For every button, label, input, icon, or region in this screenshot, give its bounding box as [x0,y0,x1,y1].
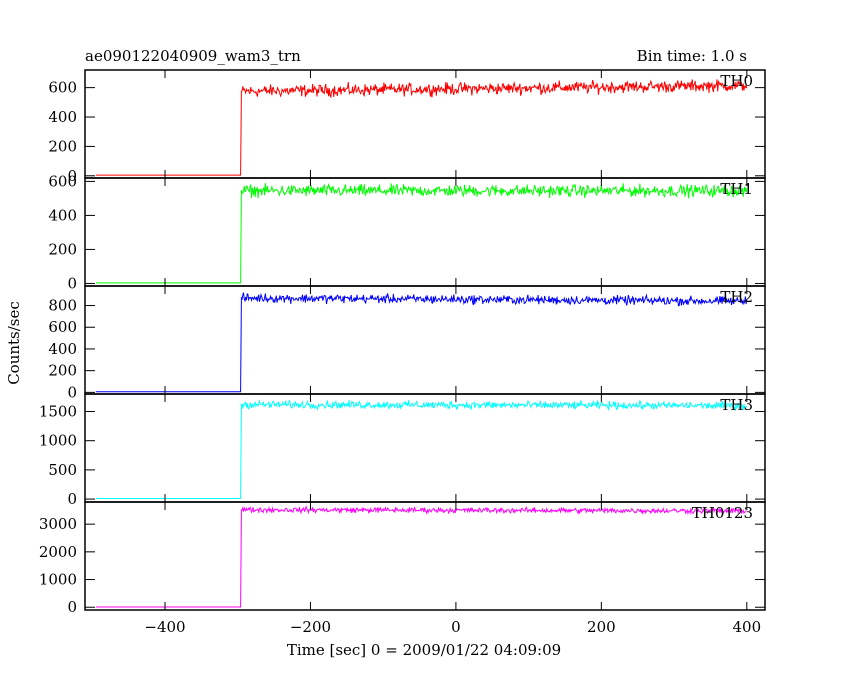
y-tick-label: 1000 [39,571,77,589]
series-th0 [95,79,748,176]
y-tick-label: 0 [67,490,77,508]
y-tick-label: 400 [48,340,77,358]
y-tick-label: 400 [48,108,77,126]
panel-frame [84,393,766,503]
y-tick-label: 3000 [39,515,77,533]
y-axis-label: Counts/sec [5,301,23,385]
x-axis-label: Time [sec] 0 = 2009/01/22 04:09:09 [287,641,561,659]
series-th3 [95,399,748,499]
y-tick-label: 1000 [39,432,77,450]
x-tick-label: 200 [587,618,616,636]
panel-th2: 0 200 400 600 800 TH2 [48,285,766,401]
y-tick-label: 0 [67,383,77,401]
x-tick-label: 0 [451,618,461,636]
y-tick-label: 0 [67,274,77,292]
y-tick-label: 200 [48,240,77,258]
panel-frame [84,501,766,611]
panel-th3: 0 500 1000 1500 TH3 [39,393,766,508]
panel-th1: 0 200 400 600 TH1 [48,172,766,292]
y-tick-label: 500 [48,461,77,479]
series-th2 [95,292,748,393]
panel-th0123: 0 1000 2000 3000 TH0123 [39,501,766,616]
series-th1 [95,182,748,284]
panel-label-th1: TH1 [720,180,753,198]
y-tick-label: 200 [48,362,77,380]
y-tick-label: 0 [67,167,77,185]
panel-label-th0123: TH0123 [692,504,753,522]
panel-th0: 0 200 400 600 TH0 [48,69,766,185]
panel-label-th3: TH3 [720,396,753,414]
chart-title: ae090122040909_wam3_trn [85,47,301,65]
y-tick-label: 800 [48,297,77,315]
y-tick-label: 600 [48,172,77,190]
x-tick-label: −400 [144,618,185,636]
panels: 0 200 400 600 TH0 0 200 400 600 TH1 0 200 400 600 800 T… [39,69,766,636]
y-tick-label: 600 [48,318,77,336]
panel-label-th0: TH0 [720,72,753,90]
panel-frame [84,69,766,179]
y-tick-label: 0 [67,598,77,616]
series-th0123 [95,505,748,608]
x-tick-label: 400 [732,618,761,636]
bin-time-label: Bin time: 1.0 s [637,47,747,65]
y-tick-label: 600 [48,79,77,97]
y-tick-label: 400 [48,206,77,224]
y-tick-label: 1500 [39,403,77,421]
y-tick-label: 200 [48,137,77,155]
x-tick-label: −200 [290,618,331,636]
y-tick-label: 2000 [39,543,77,561]
panel-label-th2: TH2 [720,288,753,306]
